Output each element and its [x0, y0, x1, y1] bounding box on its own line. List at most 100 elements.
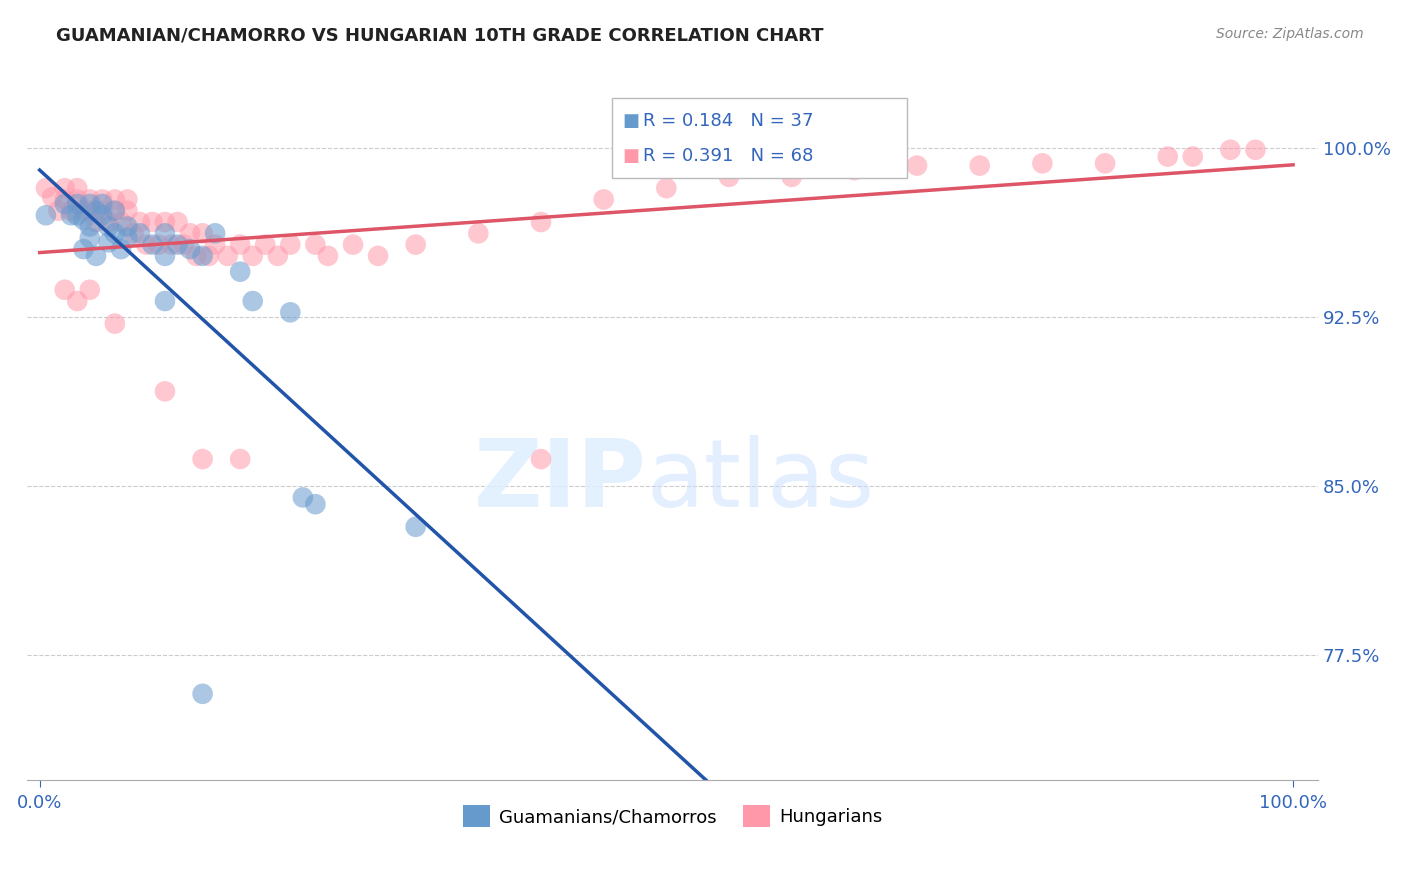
Point	[191, 227, 214, 241]
Point	[66, 197, 89, 211]
Point	[66, 208, 89, 222]
Point	[72, 242, 94, 256]
Point	[35, 208, 58, 222]
Point	[969, 159, 991, 173]
Point	[592, 193, 614, 207]
Point	[278, 237, 301, 252]
Point	[186, 249, 208, 263]
Point	[1157, 150, 1180, 164]
Point	[367, 249, 389, 263]
Point	[342, 237, 364, 252]
Point	[104, 227, 127, 241]
Point	[204, 237, 226, 252]
Point	[104, 203, 127, 218]
Point	[104, 317, 127, 331]
Point	[291, 491, 314, 505]
Point	[117, 219, 139, 234]
Point	[267, 249, 290, 263]
Point	[780, 169, 803, 184]
Point	[905, 159, 928, 173]
Point	[166, 215, 188, 229]
Point	[84, 215, 107, 229]
Point	[229, 452, 252, 467]
Point	[53, 197, 76, 211]
Point	[135, 237, 157, 252]
Point	[278, 305, 301, 319]
Point	[117, 231, 139, 245]
Point	[79, 283, 101, 297]
Text: R = 0.184   N = 37: R = 0.184 N = 37	[643, 112, 813, 129]
Point	[66, 293, 89, 308]
Point	[79, 219, 101, 234]
Point	[844, 163, 866, 178]
Point	[104, 193, 127, 207]
Text: ■: ■	[623, 147, 640, 165]
Point	[110, 242, 132, 256]
Point	[91, 197, 114, 211]
Point	[141, 215, 163, 229]
Point	[1244, 143, 1267, 157]
Point	[141, 237, 163, 252]
Text: ■: ■	[623, 112, 640, 129]
Point	[129, 227, 152, 241]
Point	[198, 249, 221, 263]
Point	[91, 208, 114, 222]
Point	[110, 215, 132, 229]
Point	[191, 249, 214, 263]
Point	[467, 227, 489, 241]
Text: ZIP: ZIP	[474, 435, 647, 527]
Point	[97, 219, 120, 234]
Point	[191, 452, 214, 467]
Point	[242, 293, 264, 308]
Text: Source: ZipAtlas.com: Source: ZipAtlas.com	[1216, 27, 1364, 41]
Point	[530, 452, 553, 467]
Point	[166, 237, 188, 252]
Point	[41, 190, 63, 204]
Point	[97, 235, 120, 250]
Point	[1219, 143, 1241, 157]
Point	[153, 215, 176, 229]
Text: atlas: atlas	[647, 435, 875, 527]
Point	[35, 181, 58, 195]
Point	[84, 203, 107, 218]
Point	[84, 249, 107, 263]
Point	[66, 193, 89, 207]
Point	[160, 237, 183, 252]
Point	[153, 384, 176, 399]
Point	[153, 227, 176, 241]
Point	[91, 203, 114, 218]
Point	[217, 249, 239, 263]
Legend: Guamanians/Chamorros, Hungarians: Guamanians/Chamorros, Hungarians	[456, 798, 890, 835]
Point	[59, 203, 82, 218]
Point	[72, 203, 94, 218]
Point	[530, 215, 553, 229]
Point	[1181, 150, 1204, 164]
Point	[173, 237, 195, 252]
Point	[79, 203, 101, 218]
Point	[316, 249, 339, 263]
Point	[53, 193, 76, 207]
Point	[229, 237, 252, 252]
Point	[304, 237, 326, 252]
Point	[191, 687, 214, 701]
Point	[254, 237, 277, 252]
Point	[179, 242, 201, 256]
Point	[79, 231, 101, 245]
Text: GUAMANIAN/CHAMORRO VS HUNGARIAN 10TH GRADE CORRELATION CHART: GUAMANIAN/CHAMORRO VS HUNGARIAN 10TH GRA…	[56, 27, 824, 45]
Point	[53, 283, 76, 297]
Point	[179, 227, 201, 241]
Point	[204, 227, 226, 241]
Point	[405, 520, 427, 534]
Point	[97, 215, 120, 229]
Point	[48, 203, 70, 218]
Point	[718, 169, 741, 184]
Point	[79, 193, 101, 207]
Point	[655, 181, 678, 195]
Point	[1031, 156, 1053, 170]
Point	[304, 497, 326, 511]
Point	[53, 181, 76, 195]
Point	[153, 293, 176, 308]
Point	[59, 208, 82, 222]
Point	[1094, 156, 1116, 170]
Point	[66, 181, 89, 195]
